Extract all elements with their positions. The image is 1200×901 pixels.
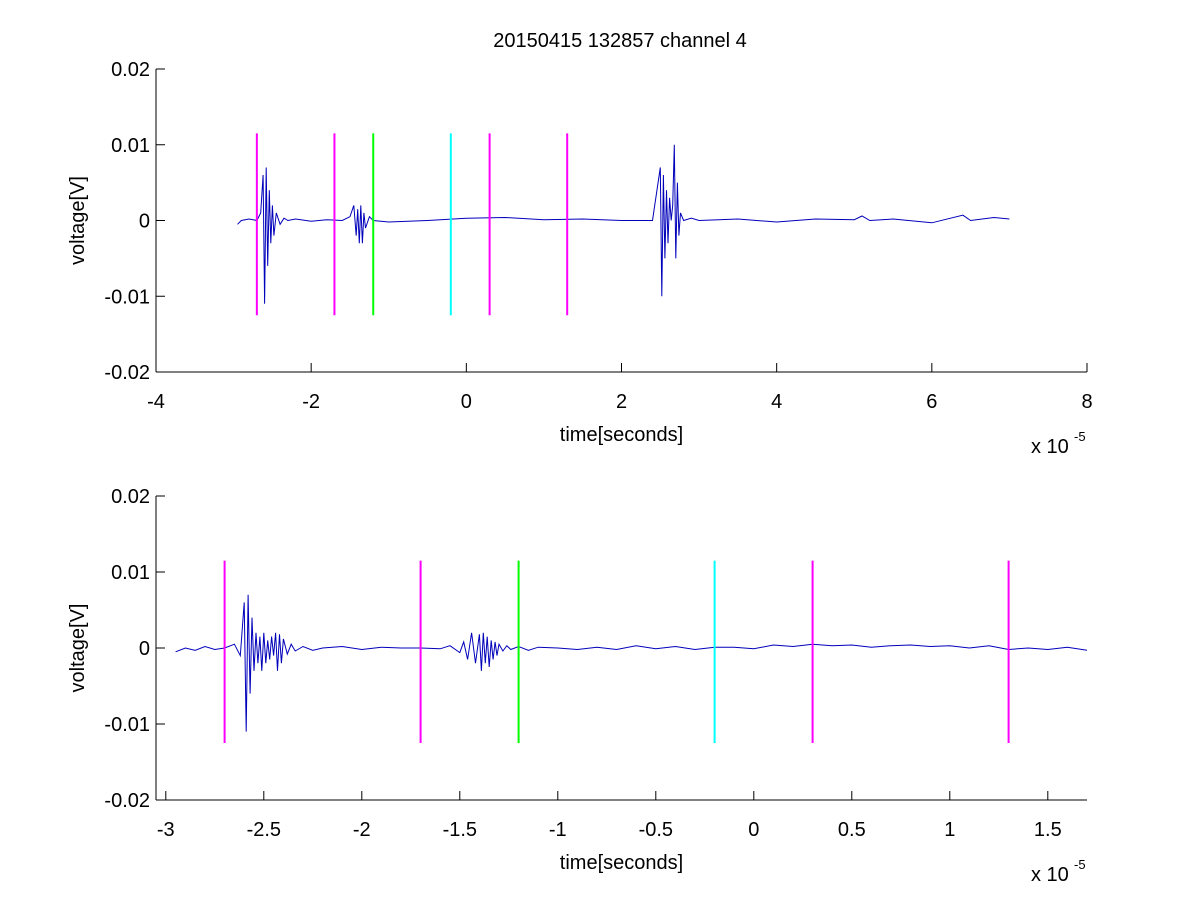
y-tick-label: -0.01 <box>104 286 150 308</box>
y-axis-label: voltage[V] <box>67 604 89 693</box>
x-tick-label: -0.5 <box>639 819 673 841</box>
x-exponent-label: -5 <box>1074 857 1086 872</box>
x-tick-label: 0.5 <box>838 819 866 841</box>
x-tick-label: 2 <box>616 391 627 413</box>
x-tick-label: -1 <box>549 819 567 841</box>
x-tick-label: 4 <box>771 391 782 413</box>
y-tick-label: 0 <box>139 211 150 233</box>
chart-panel-2: 0.02 0.01 0 -0.01 -0.02 -3 -2.5 -2 -1.5 -1 -0.5 0 0.… <box>67 486 1087 886</box>
y-axis-label: voltage[V] <box>67 176 89 265</box>
x-tick-label: -2 <box>302 391 320 413</box>
x-tick-label: 8 <box>1081 391 1092 413</box>
x-tick-label: 6 <box>926 391 937 413</box>
x-tick-label: -4 <box>147 391 165 413</box>
x-axis-label: time[seconds] <box>560 424 683 446</box>
y-tick-label: 0.01 <box>111 135 150 157</box>
x-tick-label: -2 <box>353 819 371 841</box>
x-exponent-label: -5 <box>1074 429 1086 444</box>
x-tick-label: -1.5 <box>443 819 477 841</box>
x-multiplier-label: x 10 <box>1031 436 1069 458</box>
x-multiplier-label: x 10 <box>1031 864 1069 886</box>
chart-panel-1: 0.02 0.01 0 -0.01 -0.02 -4 -2 0 2 4 6 8 time[seconds… <box>67 59 1093 458</box>
x-tick-label: 1.5 <box>1034 819 1062 841</box>
signal-line <box>175 594 1087 732</box>
y-tick-label: -0.02 <box>104 362 150 384</box>
y-tick-label: 0.02 <box>111 486 150 508</box>
signal-line <box>237 144 1010 304</box>
x-tick-label: 0 <box>748 819 759 841</box>
figure-title: 20150415 132857 channel 4 <box>493 30 747 52</box>
x-tick-label: 1 <box>944 819 955 841</box>
x-axis-label: time[seconds] <box>560 852 683 874</box>
y-tick-label: -0.01 <box>104 714 150 736</box>
x-tick-label: 0 <box>461 391 472 413</box>
y-tick-label: -0.02 <box>104 790 150 812</box>
x-tick-label: -2.5 <box>247 819 281 841</box>
y-tick-label: 0 <box>139 638 150 660</box>
y-tick-label: 0.02 <box>111 59 150 81</box>
y-tick-label: 0.01 <box>111 562 150 584</box>
x-tick-label: -3 <box>157 819 175 841</box>
